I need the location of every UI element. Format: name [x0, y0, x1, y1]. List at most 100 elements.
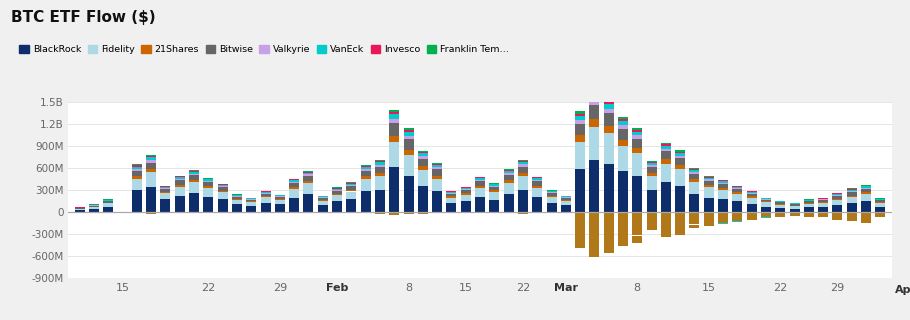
- Bar: [561, 212, 571, 213]
- Bar: [447, 191, 457, 192]
- Bar: [203, 179, 213, 181]
- Bar: [132, 165, 142, 167]
- Bar: [718, 223, 728, 224]
- Bar: [575, 246, 585, 248]
- Bar: [875, 203, 885, 206]
- Bar: [603, 99, 613, 101]
- Bar: [775, 205, 785, 208]
- Bar: [804, 200, 814, 201]
- Bar: [160, 199, 170, 212]
- Bar: [532, 197, 542, 212]
- Bar: [618, 117, 628, 119]
- Bar: [575, 114, 585, 116]
- Bar: [375, 167, 385, 173]
- Bar: [475, 177, 485, 178]
- Bar: [661, 146, 671, 148]
- Bar: [389, 110, 399, 112]
- Bar: [132, 169, 142, 171]
- Bar: [603, 101, 613, 104]
- Bar: [603, 212, 613, 243]
- Bar: [403, 155, 413, 176]
- Bar: [203, 197, 213, 212]
- Bar: [189, 172, 199, 174]
- Bar: [661, 148, 671, 151]
- Bar: [547, 203, 557, 212]
- Bar: [532, 181, 542, 186]
- Bar: [447, 194, 457, 196]
- Bar: [89, 206, 99, 209]
- Bar: [861, 186, 871, 188]
- Bar: [389, 142, 399, 167]
- Bar: [775, 204, 785, 205]
- Bar: [490, 184, 500, 186]
- Bar: [647, 212, 657, 226]
- Bar: [217, 185, 228, 186]
- Bar: [833, 196, 843, 199]
- Bar: [503, 194, 513, 212]
- Bar: [575, 116, 585, 120]
- Bar: [503, 171, 513, 173]
- Bar: [275, 196, 285, 197]
- Bar: [775, 201, 785, 202]
- Bar: [718, 181, 728, 183]
- Bar: [847, 220, 857, 221]
- Bar: [132, 176, 142, 179]
- Bar: [203, 182, 213, 186]
- Bar: [347, 199, 357, 212]
- Bar: [818, 212, 828, 216]
- Bar: [232, 198, 242, 200]
- Bar: [733, 194, 743, 201]
- Bar: [790, 206, 800, 209]
- Bar: [175, 212, 185, 213]
- Bar: [475, 181, 485, 186]
- Bar: [132, 164, 142, 165]
- Bar: [575, 124, 585, 135]
- Bar: [703, 177, 713, 178]
- Bar: [861, 189, 871, 192]
- Bar: [618, 125, 628, 129]
- Bar: [418, 212, 428, 214]
- Bar: [260, 194, 270, 196]
- Bar: [375, 212, 385, 213]
- Bar: [847, 188, 857, 189]
- Bar: [260, 203, 270, 212]
- Bar: [503, 173, 513, 175]
- Bar: [217, 188, 228, 191]
- Bar: [303, 212, 313, 213]
- Bar: [532, 186, 542, 188]
- Bar: [132, 179, 142, 190]
- Bar: [247, 200, 257, 201]
- Bar: [603, 133, 613, 164]
- Bar: [189, 212, 199, 213]
- Bar: [861, 192, 871, 194]
- Bar: [847, 190, 857, 191]
- Bar: [375, 176, 385, 190]
- Bar: [603, 104, 613, 108]
- Legend: BlackRock, Fidelity, 21Shares, Bitwise, Valkyrie, VanEck, Invesco, Franklin Tem…: BlackRock, Fidelity, 21Shares, Bitwise, …: [15, 42, 513, 58]
- Bar: [203, 186, 213, 188]
- Bar: [275, 197, 285, 199]
- Bar: [718, 183, 728, 184]
- Bar: [289, 198, 299, 212]
- Bar: [875, 216, 885, 217]
- Bar: [389, 212, 399, 215]
- Bar: [818, 198, 828, 199]
- Bar: [332, 195, 342, 201]
- Bar: [160, 186, 170, 187]
- Bar: [360, 171, 370, 176]
- Bar: [603, 251, 613, 253]
- Bar: [603, 113, 613, 126]
- Bar: [847, 212, 857, 218]
- Bar: [804, 207, 814, 212]
- Bar: [518, 173, 528, 176]
- Bar: [661, 164, 671, 182]
- Bar: [647, 167, 657, 173]
- Bar: [861, 194, 871, 201]
- Text: Apr: Apr: [895, 284, 910, 295]
- Bar: [160, 193, 170, 199]
- Bar: [147, 155, 157, 156]
- Bar: [389, 115, 399, 119]
- Bar: [647, 190, 657, 212]
- Bar: [718, 190, 728, 199]
- Bar: [332, 188, 342, 190]
